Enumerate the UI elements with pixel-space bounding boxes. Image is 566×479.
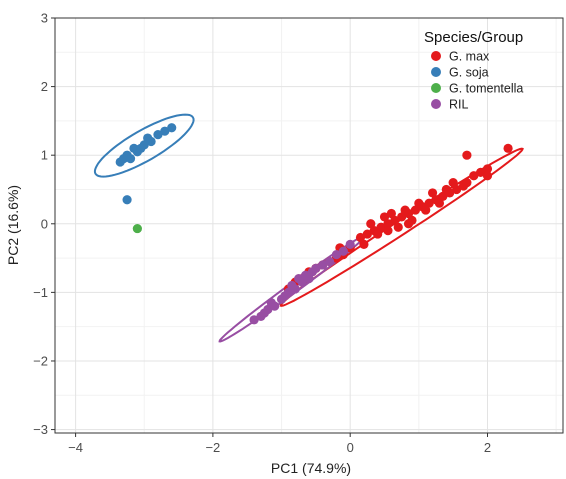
data-point <box>383 226 393 236</box>
data-point <box>386 208 396 219</box>
confidence-ellipse <box>279 147 524 307</box>
data-point <box>373 229 383 239</box>
legend: Species/Group G. max G. soja G. tomentella… <box>424 29 523 112</box>
data-point <box>132 223 142 234</box>
data-point <box>424 198 434 208</box>
data-point <box>366 219 376 229</box>
data-point <box>393 222 403 232</box>
data-point <box>331 250 342 260</box>
axes: −4 −2 0 2 −3 −2 −1 0 1 2 3 <box>33 11 491 456</box>
data-point <box>318 260 328 270</box>
data-point <box>441 184 451 195</box>
y-tick-label: −1 <box>33 285 48 300</box>
grid-lines <box>55 17 563 433</box>
data-point <box>400 205 410 215</box>
confidence-ellipse <box>93 113 195 178</box>
legend-label: G. soja <box>449 66 489 80</box>
data-point <box>376 222 386 232</box>
legend-key <box>431 67 441 77</box>
legend-label: G. max <box>449 50 490 64</box>
data-point <box>359 239 369 249</box>
plot-panel-border <box>54 17 564 434</box>
y-tick-label: 1 <box>41 148 48 163</box>
data-point <box>160 126 170 136</box>
data-point <box>263 304 273 315</box>
data-point <box>345 239 355 249</box>
data-point <box>503 143 513 153</box>
data-point <box>249 315 259 325</box>
y-tick-label: −2 <box>33 353 48 368</box>
data-point <box>410 205 421 215</box>
y-tick-label: 3 <box>41 11 48 26</box>
data-point <box>122 195 132 205</box>
data-point <box>448 178 458 188</box>
data-point <box>311 263 321 273</box>
data-point <box>136 143 146 153</box>
data-point <box>300 270 311 280</box>
data-point <box>397 212 407 222</box>
data-point <box>469 171 479 181</box>
y-tick-label: 0 <box>41 216 48 231</box>
data-point <box>476 167 486 177</box>
confidence-ellipse <box>218 235 365 343</box>
legend-key <box>431 51 441 61</box>
legend-key <box>431 99 441 109</box>
data-point <box>434 198 445 208</box>
legend-items: G. max G. soja G. tomentella RIL <box>431 50 523 112</box>
data-point <box>355 232 366 243</box>
data-point <box>287 280 297 291</box>
data-point <box>125 154 136 164</box>
data-point <box>362 229 372 239</box>
y-tick-label: −3 <box>33 422 48 437</box>
legend-label: G. tomentella <box>449 82 523 96</box>
data-point <box>482 164 493 174</box>
data-point <box>338 246 348 256</box>
data-point <box>438 191 448 201</box>
data-point <box>383 219 393 229</box>
data-points <box>115 123 513 325</box>
data-point <box>379 212 390 222</box>
x-tick-label: −4 <box>68 440 83 455</box>
data-point <box>294 274 304 284</box>
data-point <box>414 198 424 208</box>
data-point <box>462 178 472 188</box>
data-point <box>462 150 472 160</box>
data-point <box>167 123 177 133</box>
data-point <box>129 143 139 153</box>
confidence-ellipses <box>93 113 524 343</box>
y-axis-title: PC2 (16.6%) <box>5 185 21 265</box>
y-tick-label: 2 <box>41 79 48 94</box>
data-point <box>266 298 276 308</box>
data-point <box>143 133 153 143</box>
x-tick-label: −2 <box>205 440 220 455</box>
legend-title: Species/Group <box>424 29 523 46</box>
data-point <box>324 256 335 267</box>
data-point <box>403 219 414 229</box>
data-point <box>283 287 294 297</box>
data-point <box>421 205 431 215</box>
x-tick-label: 0 <box>347 440 354 455</box>
data-point <box>427 188 438 198</box>
legend-label: RIL <box>449 98 469 112</box>
data-point <box>451 184 462 195</box>
data-point <box>390 215 400 225</box>
x-axis-title: PC1 (74.9%) <box>271 460 351 476</box>
data-point <box>153 130 163 140</box>
x-tick-label: 2 <box>484 440 491 455</box>
legend-key <box>431 83 441 93</box>
data-point <box>482 171 493 181</box>
